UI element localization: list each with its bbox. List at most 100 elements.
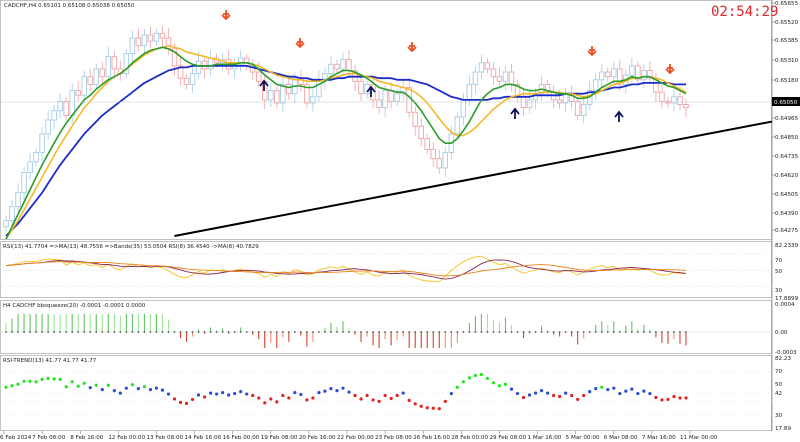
rsitrend-dot: [202, 395, 207, 399]
squeeze-dot: [492, 331, 495, 333]
squeeze-dot: [257, 331, 260, 333]
rsitrend-dot: [678, 396, 682, 400]
rsi-tick-label: 50: [775, 269, 783, 275]
rsitrend-dot: [413, 402, 417, 406]
rsi-tick-label: 30: [775, 288, 783, 294]
rsitrend-dot: [221, 390, 225, 395]
rsitrend-dot: [257, 396, 261, 400]
candle-body: [328, 63, 334, 75]
rsitrend-dot: [94, 383, 98, 387]
squeeze-dot: [576, 331, 579, 333]
rsitrend-dot: [431, 406, 435, 410]
rsitrend-dot: [88, 386, 92, 390]
rsitrend-axis-ticks: 82.23 70 50 42 30 17.89: [775, 356, 791, 432]
rsi-ma-line: [5, 259, 687, 280]
candle-body: [442, 152, 449, 169]
squeeze-dot: [528, 331, 531, 333]
squeeze-dot: [41, 331, 44, 333]
candle-body: [412, 111, 418, 127]
squeeze-dot: [161, 331, 164, 333]
squeeze-dot: [618, 331, 621, 333]
squeeze-dot: [65, 331, 68, 333]
candle-body: [9, 206, 15, 221]
candle-body: [436, 158, 443, 169]
rsitrend-dot: [461, 380, 465, 384]
candle-body: [641, 70, 647, 81]
rsitrend-dot: [600, 385, 604, 389]
candle-body: [346, 59, 352, 71]
candle-body: [105, 56, 112, 78]
rsitrend-dot: [154, 386, 159, 390]
candle-body: [611, 68, 617, 78]
rsi-lines-group: [0, 253, 772, 287]
candle-body: [15, 192, 21, 208]
price-tick-label: 0.64505: [775, 192, 799, 198]
rsitrend-dot: [70, 380, 74, 384]
candle-body: [484, 62, 491, 70]
squeeze-dot: [504, 331, 507, 333]
candle-body: [93, 68, 100, 85]
main-panel-frame: [0, 0, 772, 240]
rsitrend-dot: [509, 387, 514, 391]
candle-body: [69, 90, 75, 116]
candle-body: [237, 57, 244, 65]
squeeze-dot: [179, 331, 182, 333]
squeeze-dot: [83, 331, 86, 333]
squeeze-dot: [299, 331, 302, 333]
squeeze-dot: [480, 331, 483, 333]
rsitrend-dot: [389, 396, 393, 401]
rsi-bands-line: [5, 261, 687, 277]
rsitrend-dot: [245, 392, 249, 396]
rsitrend-dot: [263, 401, 267, 405]
squeeze-dot: [59, 331, 62, 333]
candle-body: [21, 172, 27, 194]
rsitrend-dot: [172, 397, 177, 401]
rsitrend-dot: [317, 390, 321, 395]
rsitrend-dot: [46, 376, 50, 380]
squeeze-dot: [642, 331, 645, 333]
squeeze-dot: [275, 331, 278, 333]
rsitrend-dot: [419, 404, 423, 408]
time-tick-label: 8 Feb 16:00: [70, 435, 104, 441]
candle-body: [63, 100, 69, 116]
time-tick-label: 26 Feb 16:00: [413, 435, 450, 441]
candle-body: [33, 152, 39, 163]
signal-arrows-group: [221, 10, 675, 122]
squeeze-dot: [113, 331, 116, 333]
squeeze-dot: [173, 331, 176, 333]
rsitrend-dot: [485, 376, 490, 380]
squeeze-dot: [600, 331, 603, 333]
candle-body: [310, 96, 316, 104]
rsitrend-dot: [545, 391, 550, 395]
squeeze-dot: [667, 331, 669, 333]
rsitrend-dot: [311, 396, 315, 400]
rsitrend-dot: [437, 407, 441, 411]
rsitrend-tick-label: 30: [775, 413, 783, 419]
trendline[interactable]: [174, 120, 773, 237]
squeeze-dot: [293, 331, 296, 333]
rsitrend-dot: [401, 391, 405, 395]
rsitrend-dot: [449, 391, 453, 396]
squeeze-dot: [107, 331, 110, 333]
squeeze-dot: [552, 331, 555, 333]
candle-body: [81, 76, 87, 96]
rsitrend-dot: [52, 377, 56, 381]
rsi-tick-label: 17.8899: [775, 296, 799, 302]
candle-body: [304, 83, 310, 104]
rsitrend-dot: [124, 386, 128, 390]
rsitrend-dot: [353, 393, 357, 398]
time-tick-label: 16 Feb 00:00: [223, 435, 260, 441]
time-tick-label: 1 Mar 16:00: [528, 435, 562, 441]
candle-body: [280, 83, 286, 104]
rsitrend-dot: [479, 372, 483, 377]
squeeze-dot: [570, 331, 573, 333]
candle-body: [129, 37, 136, 54]
time-tick-label: 22 Feb 00:00: [337, 435, 374, 441]
candle-body: [376, 99, 382, 109]
squeeze-dot: [53, 331, 56, 333]
rsitrend-dot: [491, 381, 496, 385]
current-price-text: 0.65050: [774, 100, 798, 106]
time-tick-label: 19 Feb 08:00: [261, 435, 298, 441]
